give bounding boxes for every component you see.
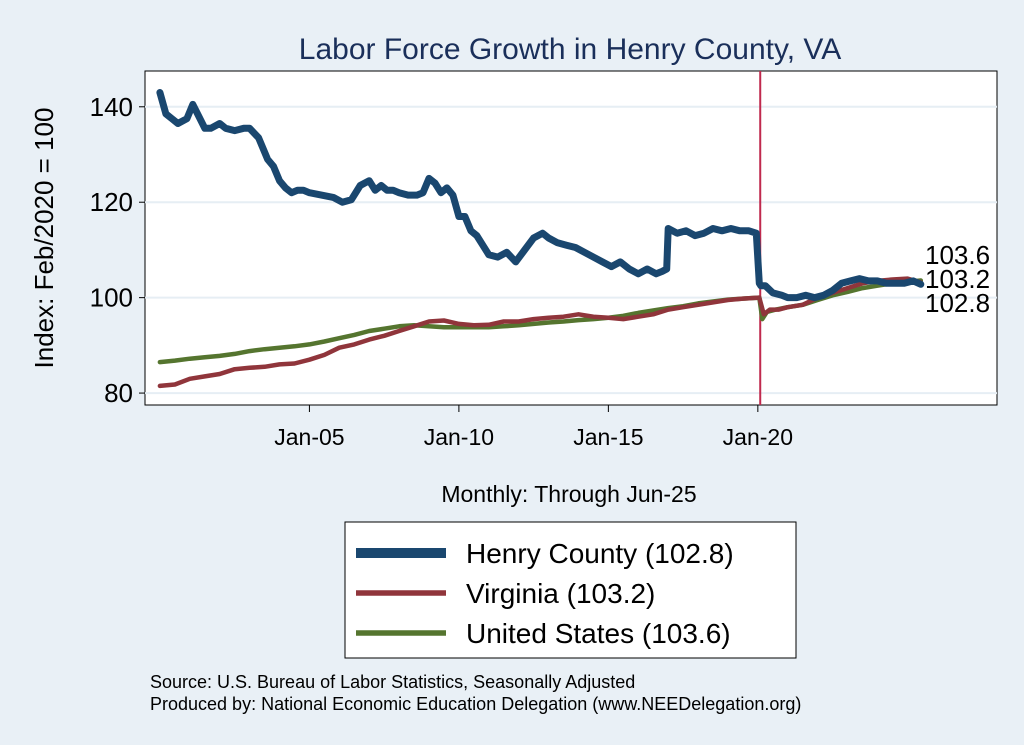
legend: Henry County (102.8) Virginia (103.2) Unit…: [356, 538, 734, 649]
legend-label-united-states: United States (103.6): [466, 618, 731, 649]
y-axis-ticks: 80 100 120 140: [90, 92, 145, 408]
y-tick-label: 120: [90, 187, 133, 217]
legend-label-henry-county: Henry County (102.8): [466, 538, 734, 569]
y-tick-label: 80: [104, 378, 133, 408]
x-axis-ticks: Jan-05 Jan-10 Jan-15 Jan-20: [274, 405, 793, 450]
series-lines: [156, 89, 925, 389]
chart-title: Labor Force Growth in Henry County, VA: [299, 33, 841, 66]
end-label-henry-county: 102.8: [925, 288, 990, 318]
x-tick-label: Jan-10: [424, 424, 494, 450]
end-label-virginia: 103.2: [925, 264, 990, 294]
x-tick-label: Jan-20: [723, 424, 793, 450]
x-tick-label: Jan-05: [274, 424, 344, 450]
source-note: Source: U.S. Bureau of Labor Statistics,…: [150, 672, 635, 692]
end-label-united-states: 103.6: [925, 240, 990, 270]
series-line-virginia: [157, 276, 924, 389]
gridlines: [145, 105, 997, 395]
y-axis-label: Index: Feb/2020 = 100: [29, 108, 59, 369]
produced-by-note: Produced by: National Economic Education…: [150, 694, 801, 714]
x-tick-label: Jan-15: [573, 424, 643, 450]
y-tick-label: 100: [90, 283, 133, 313]
plot-area: [144, 70, 998, 406]
x-axis-label: Monthly: Through Jun-25: [441, 481, 696, 507]
y-tick-label: 140: [90, 92, 133, 122]
series-line-henry-county: [156, 89, 925, 302]
legend-label-virginia: Virginia (103.2): [466, 578, 655, 609]
